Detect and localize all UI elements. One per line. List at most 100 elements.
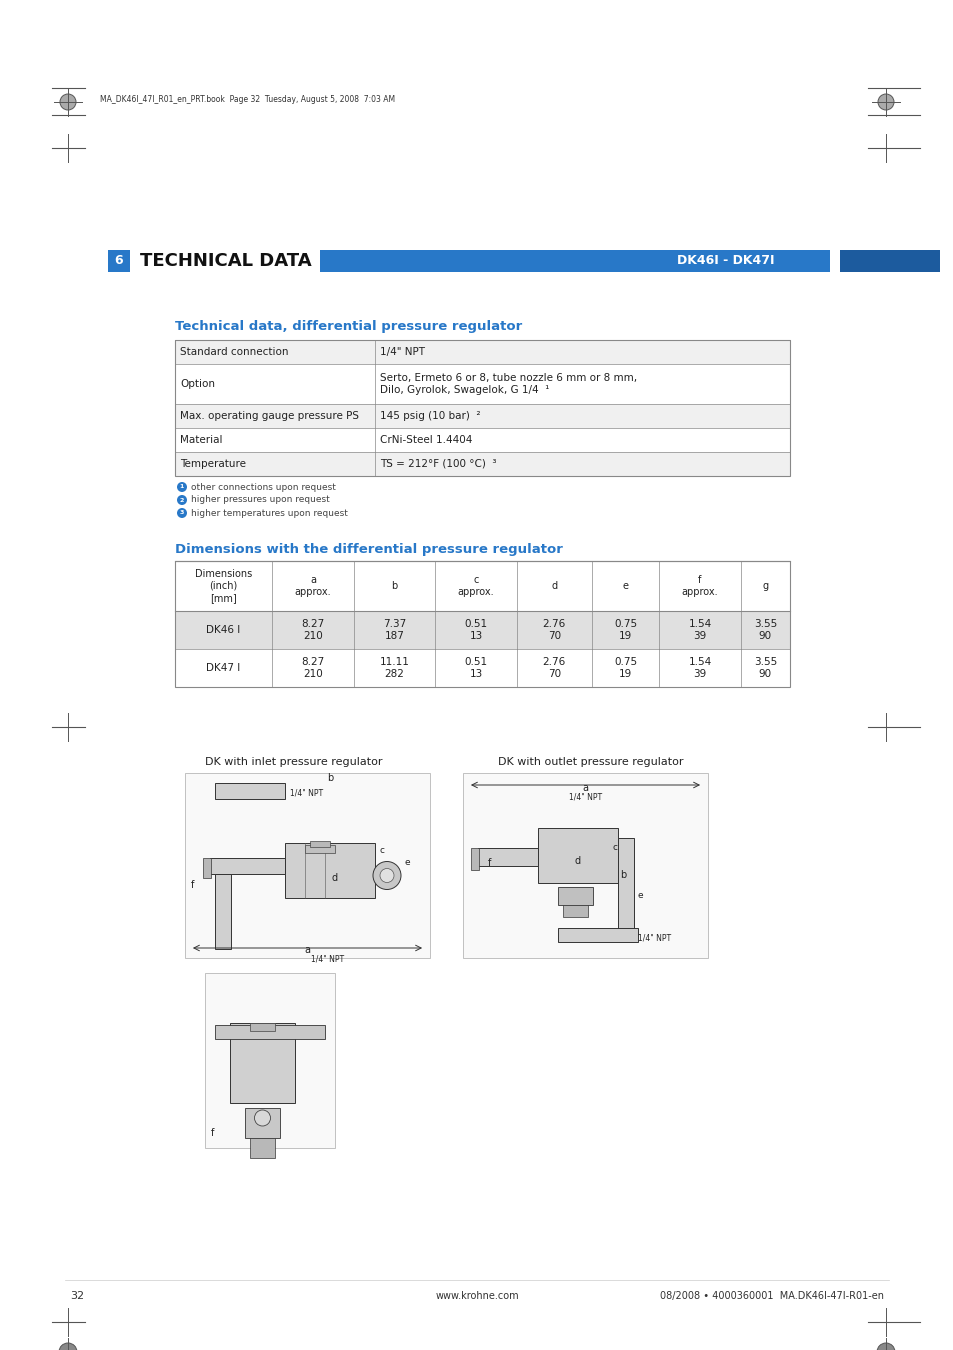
Text: 8.27
210: 8.27 210 — [301, 620, 324, 641]
Text: 8.27
210: 8.27 210 — [301, 657, 324, 679]
Bar — [174, 428, 789, 452]
Circle shape — [60, 95, 76, 109]
Text: 1: 1 — [179, 485, 184, 490]
Text: 11.11
282: 11.11 282 — [379, 657, 409, 679]
Text: Dimensions with the differential pressure regulator: Dimensions with the differential pressur… — [174, 543, 562, 556]
Bar — [305, 845, 335, 853]
Text: a: a — [304, 945, 310, 954]
Text: Material: Material — [180, 435, 222, 446]
Bar — [174, 364, 789, 404]
Text: 145 psig (10 bar)  ²: 145 psig (10 bar) ² — [379, 410, 480, 421]
Text: Temperature: Temperature — [180, 459, 246, 468]
Circle shape — [877, 95, 893, 109]
Circle shape — [59, 1343, 77, 1350]
Text: DK46 I: DK46 I — [206, 625, 240, 634]
Circle shape — [373, 861, 400, 890]
Text: 1/4" NPT: 1/4" NPT — [638, 933, 670, 942]
Text: TECHNICAL DATA: TECHNICAL DATA — [140, 252, 312, 270]
Bar — [562, 904, 587, 917]
Text: c
approx.: c approx. — [457, 575, 494, 597]
Text: d: d — [332, 873, 337, 883]
Bar — [471, 848, 478, 869]
Text: 2.76
70: 2.76 70 — [542, 657, 565, 679]
Text: e: e — [638, 891, 643, 900]
Text: DK with inlet pressure regulator: DK with inlet pressure regulator — [205, 757, 382, 767]
Text: b: b — [391, 580, 397, 591]
Text: 1/4" NPT: 1/4" NPT — [568, 792, 601, 801]
Bar — [462, 774, 707, 958]
Text: Max. operating gauge pressure PS: Max. operating gauge pressure PS — [180, 410, 358, 421]
Text: DK47 I: DK47 I — [206, 663, 240, 674]
Text: www.krohne.com: www.krohne.com — [435, 1291, 518, 1301]
Text: 0.75
19: 0.75 19 — [614, 620, 637, 641]
Bar — [618, 838, 634, 933]
Text: d: d — [575, 856, 580, 865]
Text: 0.51
13: 0.51 13 — [464, 620, 487, 641]
Text: f
approx.: f approx. — [681, 575, 718, 597]
Text: higher pressures upon request: higher pressures upon request — [191, 495, 330, 505]
Text: d: d — [551, 580, 557, 591]
Text: CrNi-Steel 1.4404: CrNi-Steel 1.4404 — [379, 435, 472, 446]
Bar — [537, 828, 618, 883]
Bar — [174, 562, 789, 687]
Bar — [174, 562, 789, 612]
Text: b: b — [619, 869, 625, 880]
Text: other connections upon request: other connections upon request — [191, 482, 335, 491]
Text: e: e — [622, 580, 628, 591]
Text: f: f — [212, 1129, 214, 1138]
Circle shape — [177, 495, 187, 505]
Text: Serto, Ermeto 6 or 8, tube nozzle 6 mm or 8 mm,
Dilo, Gyrolok, Swagelok, G 1/4  : Serto, Ermeto 6 or 8, tube nozzle 6 mm o… — [379, 373, 637, 394]
Circle shape — [876, 1343, 894, 1350]
Text: MA_DK46I_47I_R01_en_PRT.book  Page 32  Tuesday, August 5, 2008  7:03 AM: MA_DK46I_47I_R01_en_PRT.book Page 32 Tue… — [100, 96, 395, 104]
Text: g: g — [761, 580, 768, 591]
Text: 1/4" NPT: 1/4" NPT — [311, 954, 344, 964]
Bar — [203, 859, 211, 878]
Bar — [840, 250, 939, 271]
Text: DK46I - DK47I: DK46I - DK47I — [677, 255, 774, 267]
Bar — [310, 841, 330, 846]
Text: 1.54
39: 1.54 39 — [688, 620, 711, 641]
Text: Dimensions
(inch)
[mm]: Dimensions (inch) [mm] — [194, 570, 252, 602]
Bar — [558, 927, 638, 942]
Text: 3.55
90: 3.55 90 — [753, 620, 776, 641]
Bar — [174, 340, 789, 364]
Text: 3.55
90: 3.55 90 — [753, 657, 776, 679]
Text: Standard connection: Standard connection — [180, 347, 288, 356]
Bar — [174, 452, 789, 477]
Bar — [174, 404, 789, 428]
Text: 32: 32 — [70, 1291, 84, 1301]
Text: 0.51
13: 0.51 13 — [464, 657, 487, 679]
Bar — [319, 250, 829, 271]
Text: 2.76
70: 2.76 70 — [542, 620, 565, 641]
Bar — [214, 873, 231, 949]
Text: DK with outlet pressure regulator: DK with outlet pressure regulator — [497, 757, 682, 767]
Bar — [214, 783, 285, 799]
Bar — [174, 340, 789, 477]
Bar — [174, 612, 789, 649]
Bar — [285, 842, 375, 898]
Bar — [205, 973, 335, 1148]
Text: 7.37
187: 7.37 187 — [382, 620, 406, 641]
Text: f: f — [488, 857, 491, 868]
Text: 3: 3 — [179, 510, 184, 516]
Bar — [210, 859, 285, 873]
Circle shape — [254, 1110, 271, 1126]
Bar — [250, 1138, 274, 1158]
Text: c: c — [613, 842, 618, 852]
Text: Technical data, differential pressure regulator: Technical data, differential pressure re… — [174, 320, 521, 333]
Text: higher temperatures upon request: higher temperatures upon request — [191, 509, 348, 517]
Text: a
approx.: a approx. — [294, 575, 331, 597]
Bar — [185, 774, 430, 958]
Text: b: b — [327, 774, 333, 783]
Circle shape — [177, 508, 187, 518]
Bar — [108, 250, 130, 271]
Text: Option: Option — [180, 379, 214, 389]
Text: 6: 6 — [114, 255, 123, 267]
Bar — [214, 1025, 325, 1040]
Circle shape — [177, 482, 187, 491]
Bar — [174, 649, 789, 687]
Bar — [230, 1023, 294, 1103]
Text: c: c — [379, 846, 385, 855]
Bar — [558, 887, 593, 905]
Text: 1/4" NPT: 1/4" NPT — [379, 347, 424, 356]
